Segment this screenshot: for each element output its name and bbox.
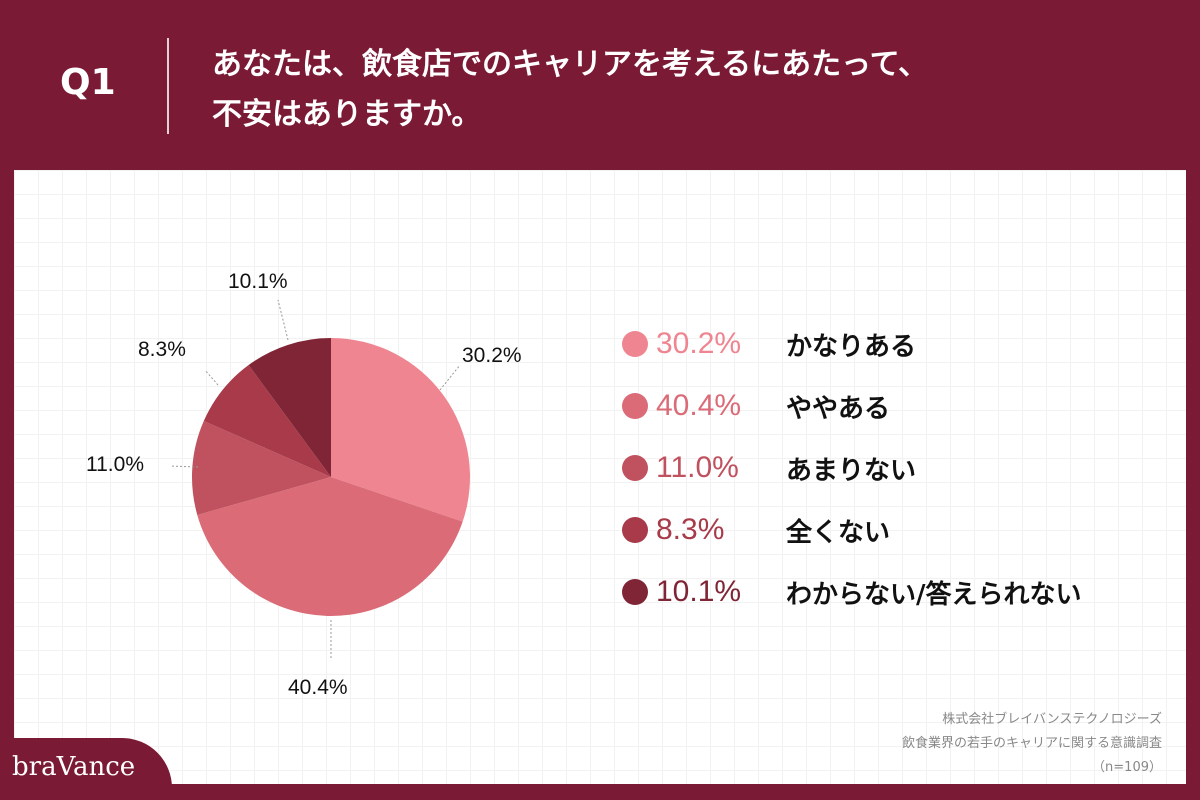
legend-dot bbox=[622, 579, 648, 605]
title-line-2: 不安はありますか。 bbox=[212, 97, 482, 132]
pie-slice bbox=[203, 365, 331, 477]
legend-item: 11.0% あまりない bbox=[622, 448, 916, 488]
legend-percent: 10.1% bbox=[656, 575, 742, 608]
legend-percent: 11.0% bbox=[656, 451, 739, 484]
pie-slice bbox=[192, 420, 331, 515]
pie-slice bbox=[197, 477, 463, 617]
question-title: あなたは、飲食店でのキャリアを考えるにあたって、 不安はありますか。 bbox=[212, 40, 928, 140]
data-label-3: 8.3% bbox=[138, 338, 186, 361]
legend-item: 8.3% 全くない bbox=[622, 510, 890, 550]
data-label-1: 40.4% bbox=[288, 676, 348, 699]
pie-slice bbox=[331, 338, 470, 522]
legend-item: 40.4% ややある bbox=[622, 386, 890, 426]
leader-line bbox=[439, 364, 461, 391]
legend-dot bbox=[622, 331, 648, 357]
data-label-4: 10.1% bbox=[228, 270, 288, 293]
pie-slice bbox=[248, 338, 331, 477]
title-line-1: あなたは、飲食店でのキャリアを考えるにあたって、 bbox=[212, 47, 929, 82]
divider bbox=[167, 38, 169, 134]
logo-tab: braVance bbox=[0, 738, 172, 800]
legend-dot bbox=[622, 455, 648, 481]
leader-line bbox=[169, 465, 199, 468]
sample-size: （n=109） bbox=[1092, 760, 1162, 775]
legend-percent: 30.2% bbox=[656, 327, 742, 360]
legend-dot bbox=[622, 393, 648, 419]
legend-item: 30.2% かなりある bbox=[622, 324, 916, 364]
legend-label: あまりない bbox=[786, 455, 917, 486]
company-name: 株式会社ブレイバンステクノロジーズ bbox=[942, 712, 1162, 727]
legend-percent: 8.3% bbox=[656, 513, 725, 546]
legend-dot bbox=[622, 517, 648, 543]
legend-item: 10.1% わからない/答えられない bbox=[622, 572, 1082, 612]
source-note: 株式会社ブレイバンステクノロジーズ 飲食業界の若手のキャリアに関する意識調査 （… bbox=[902, 708, 1162, 780]
legend-label: ややある bbox=[786, 393, 891, 424]
leader-line bbox=[204, 369, 219, 386]
legend-label: わからない/答えられない bbox=[786, 579, 1082, 610]
data-label-0: 30.2% bbox=[462, 344, 522, 367]
data-label-2: 11.0% bbox=[86, 453, 144, 476]
legend-percent: 40.4% bbox=[656, 389, 742, 422]
logo: braVance bbox=[12, 752, 136, 782]
legend-label: かなりある bbox=[786, 331, 917, 362]
leader-line bbox=[277, 299, 289, 341]
question-number: Q1 bbox=[60, 62, 116, 103]
survey-name: 飲食業界の若手のキャリアに関する意識調査 bbox=[901, 736, 1162, 751]
legend-label: 全くない bbox=[786, 517, 891, 548]
